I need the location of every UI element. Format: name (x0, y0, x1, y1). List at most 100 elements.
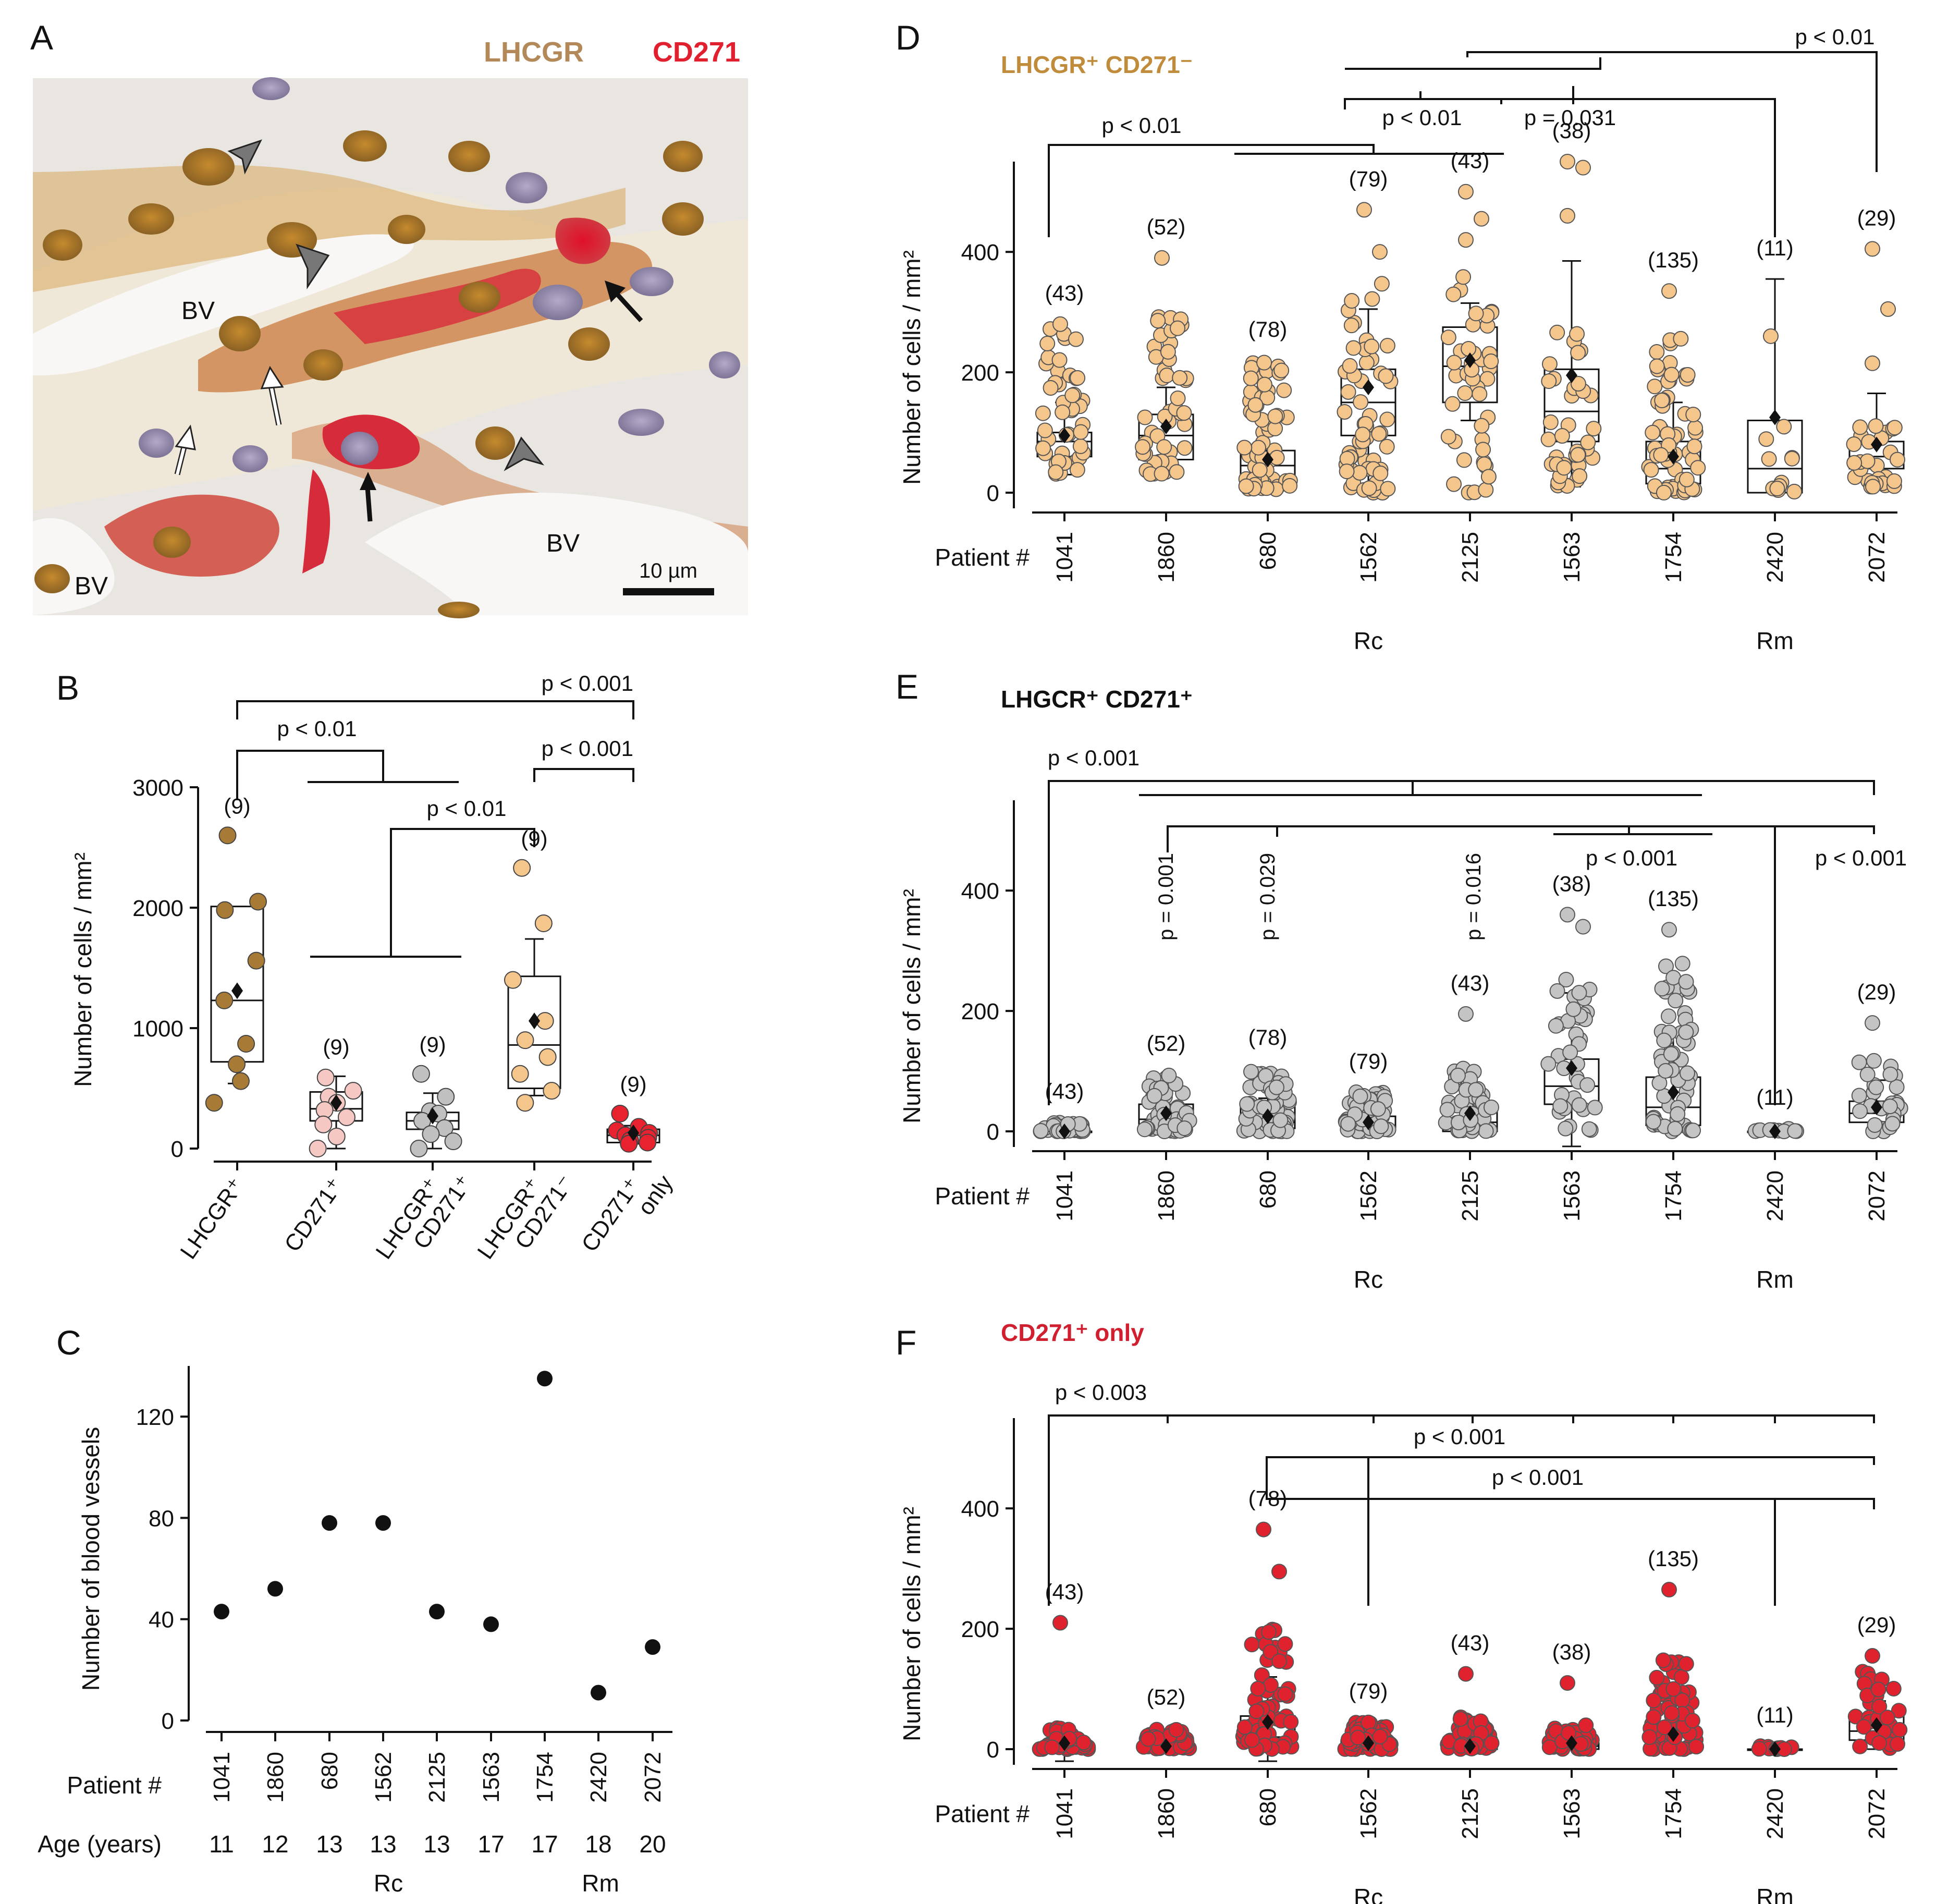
black-arrow-icon (605, 280, 643, 323)
age-label: 13 (370, 1830, 396, 1858)
n-label: (11) (1756, 236, 1794, 260)
data-point (1267, 408, 1283, 424)
panel-f-ylabel: Number of cells / mm² (898, 1507, 925, 1741)
outlier-point (1865, 241, 1880, 257)
p-value-label: p < 0.001 (1414, 1424, 1505, 1449)
mean-marker (330, 1094, 342, 1112)
data-point (1787, 1123, 1803, 1139)
patient-row-label: Patient # (935, 1182, 1030, 1210)
x-category-label-line1: CD271⁺ (279, 1174, 348, 1256)
outlier-point (1865, 1015, 1880, 1031)
y-tick-label: 200 (961, 999, 999, 1024)
y-tick-label: 3000 (132, 775, 183, 801)
data-point (1786, 483, 1803, 499)
mean-marker (1769, 1124, 1781, 1139)
mean-marker (628, 1124, 639, 1141)
data-point (538, 1048, 557, 1066)
data-point (322, 1515, 337, 1531)
data-point (314, 1115, 333, 1133)
data-point (1450, 1067, 1466, 1083)
data-point (1587, 1100, 1603, 1116)
x-category-label: LHCGR⁺CD271⁻ (472, 1156, 579, 1278)
patient-label: 1754 (532, 1752, 558, 1803)
data-point (1541, 356, 1558, 372)
panel-c-age-row-label: Age (years) (38, 1830, 162, 1858)
outlier-point (1458, 1666, 1474, 1682)
data-point (1776, 419, 1792, 435)
data-point (1663, 1705, 1680, 1721)
data-point (1645, 1114, 1661, 1130)
data-point (1277, 1636, 1293, 1652)
mean-marker (1262, 451, 1273, 468)
patient-label: 1562 (1356, 532, 1381, 583)
patient-label: 2420 (1762, 532, 1788, 583)
data-point (1561, 1725, 1577, 1741)
data-point (1161, 1067, 1177, 1083)
data-point (1352, 1088, 1368, 1104)
white-arrow-icon (260, 365, 284, 426)
patient-label: 1860 (1154, 532, 1179, 583)
arrowhead-icon (227, 139, 262, 175)
age-label: 11 (209, 1830, 234, 1858)
mean-marker (231, 982, 243, 999)
patient-label: 1563 (1559, 532, 1585, 583)
patient-label: 1041 (1052, 532, 1077, 583)
y-tick-label: 0 (987, 1737, 999, 1763)
panel-c-group-rm: Rm (582, 1870, 619, 1897)
data-point (1554, 428, 1570, 444)
age-label: 18 (585, 1830, 611, 1858)
data-point (1653, 447, 1669, 463)
data-point (1160, 344, 1176, 360)
mean-marker (1262, 1108, 1273, 1125)
data-point (429, 1604, 445, 1620)
data-point (1859, 453, 1876, 469)
data-point (1374, 276, 1390, 292)
data-point (516, 1094, 534, 1112)
data-point (1277, 1686, 1293, 1702)
data-point (1345, 340, 1362, 356)
data-point (1072, 438, 1088, 454)
panel-f-brackets (1048, 1414, 1875, 1606)
data-point (205, 1094, 223, 1112)
outlier-point (1763, 328, 1779, 344)
data-point (1784, 450, 1800, 467)
n-label: (52) (1147, 215, 1186, 239)
group-label-rm: Rm (1756, 627, 1794, 654)
data-point (1136, 1121, 1153, 1138)
data-point (1646, 1692, 1662, 1708)
patient-label: 1860 (1154, 1170, 1179, 1222)
data-point (1260, 1624, 1277, 1640)
data-point (1542, 414, 1559, 430)
data-point (1236, 440, 1253, 456)
panel-b: B Number of cells / mm² 0 1000 2000 3000 LHC… (56, 668, 678, 1278)
data-point (1889, 1079, 1905, 1095)
mean-marker (1769, 1741, 1781, 1757)
y-tick-label: 0 (171, 1137, 183, 1162)
n-label: (79) (1349, 1679, 1388, 1703)
data-point (1654, 981, 1670, 997)
data-point (1882, 1099, 1898, 1115)
y-tick-label: 2000 (132, 896, 183, 921)
data-point (1579, 1077, 1596, 1093)
data-point (1663, 1046, 1679, 1062)
data-point (1646, 1709, 1662, 1725)
x-category-label-line2: only (633, 1170, 678, 1219)
data-point (1137, 409, 1153, 425)
data-point (1073, 424, 1089, 440)
mean-marker (1262, 1714, 1273, 1730)
scale-bar (623, 588, 714, 595)
group-label-rc: Rc (1354, 1884, 1383, 1904)
panel-f-title: CD271⁺ only (1001, 1319, 1144, 1346)
data-point (1039, 335, 1056, 351)
outlier-point (1560, 154, 1575, 169)
outlier-point (1560, 1675, 1575, 1691)
outlier-point (1372, 244, 1388, 260)
data-point (1378, 368, 1394, 384)
data-point (1645, 424, 1661, 441)
n-label: (43) (1045, 281, 1084, 306)
data-point (1580, 434, 1596, 450)
data-point (1446, 355, 1462, 371)
mean-marker (1363, 1735, 1374, 1751)
data-point (1236, 1719, 1253, 1735)
data-point (639, 1133, 657, 1152)
